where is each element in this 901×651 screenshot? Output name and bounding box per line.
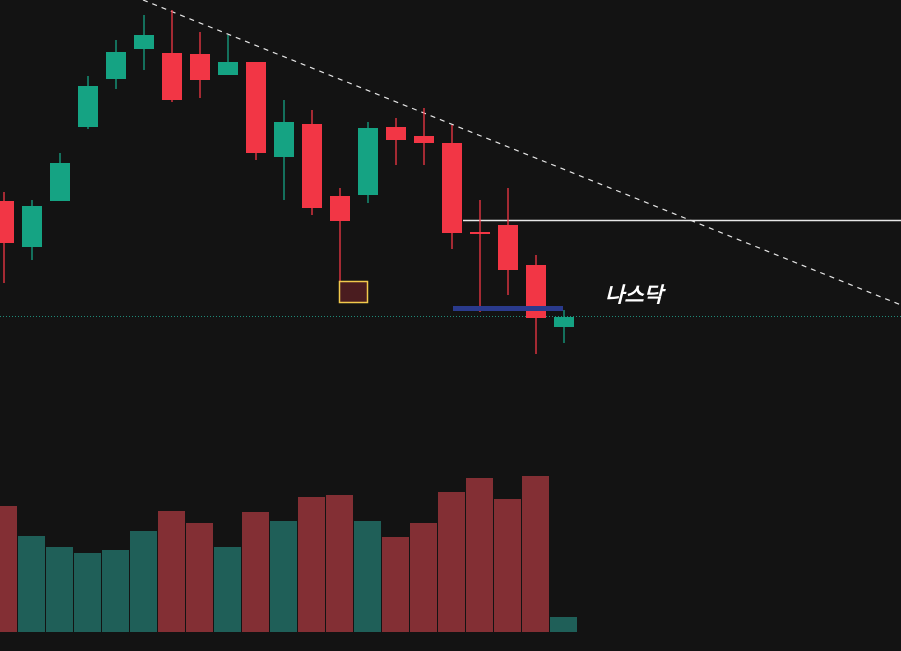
volume-bar	[326, 495, 353, 632]
candle-body	[0, 201, 14, 243]
candle-body	[134, 35, 154, 49]
volume-bar	[186, 523, 213, 632]
volume-bar	[242, 512, 269, 632]
candle-body	[442, 143, 462, 233]
candle-body	[218, 62, 238, 75]
candle-body	[50, 163, 70, 201]
volume-bar	[18, 536, 45, 632]
volume-bar	[438, 492, 465, 632]
candle-body	[22, 206, 42, 247]
zone-marker	[453, 306, 563, 311]
candle-body	[190, 54, 210, 80]
candle-body	[470, 232, 490, 234]
candle-body	[246, 62, 266, 153]
candle-body	[162, 53, 182, 100]
candle-body	[386, 127, 406, 140]
candle-body	[526, 265, 546, 318]
volume-bar	[466, 478, 493, 632]
candle-body	[358, 128, 378, 195]
volume-bar	[298, 497, 325, 632]
volume-bar	[410, 523, 437, 632]
volume-bar	[270, 521, 297, 632]
annotation: 나스닥	[605, 283, 667, 307]
volume-bar	[158, 511, 185, 632]
volume-bar	[382, 537, 409, 632]
highlight-box	[338, 280, 369, 304]
volume-bar	[0, 506, 17, 632]
volume-bar	[102, 550, 129, 632]
volume-bar	[494, 499, 521, 632]
volume-bar	[522, 476, 549, 632]
trend-line	[142, 0, 901, 306]
volume-bar	[74, 553, 101, 632]
candle-body	[274, 122, 294, 157]
volume-bar	[130, 531, 157, 632]
volume-bar	[46, 547, 73, 632]
candle-body	[554, 317, 574, 327]
candle-body	[414, 136, 434, 143]
volume-bar	[354, 521, 381, 632]
candle-body	[330, 196, 350, 221]
volume-bar	[550, 617, 577, 632]
candle-body	[78, 86, 98, 127]
candle-body	[302, 124, 322, 208]
candle-body	[498, 225, 518, 270]
volume-bar	[214, 547, 241, 632]
candle-body	[106, 52, 126, 79]
candles	[0, 10, 577, 632]
